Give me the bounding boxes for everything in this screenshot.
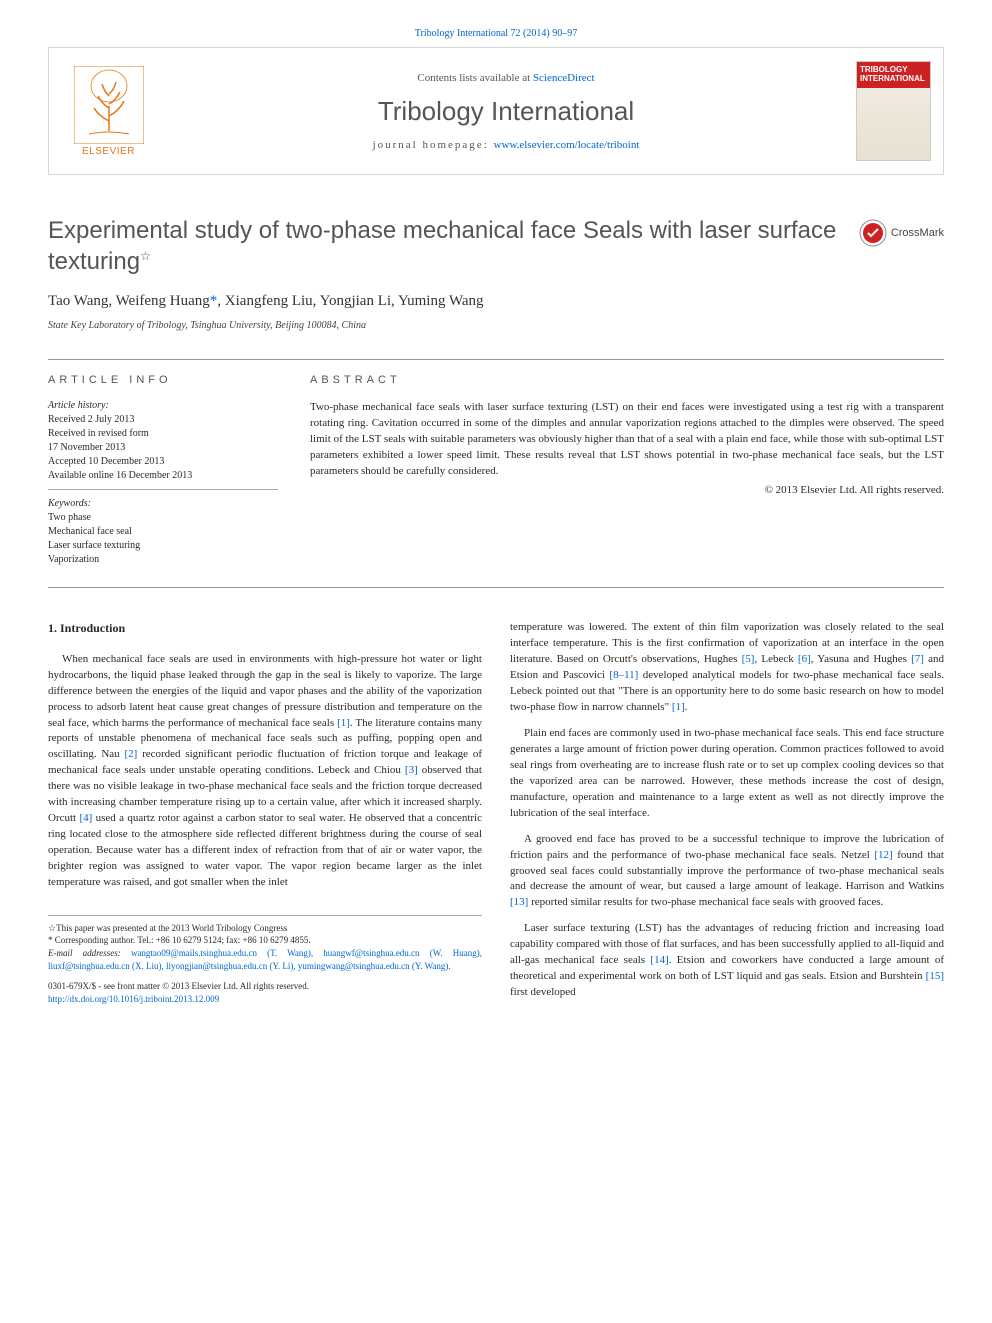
crossmark-label: CrossMark <box>891 227 944 239</box>
cover-title: TRIBOLOGY INTERNATIONAL <box>857 62 930 88</box>
header-center: Contents lists available at ScienceDirec… <box>156 72 856 151</box>
body-paragraph: Plain end faces are commonly used in two… <box>510 726 944 822</box>
keyword: Two phase <box>48 511 278 525</box>
keyword: Mechanical face seal <box>48 525 278 539</box>
history-line: Accepted 10 December 2013 <box>48 455 278 469</box>
journal-homepage: journal homepage: www.elsevier.com/locat… <box>156 139 856 151</box>
body-paragraph: Laser surface texturing (LST) has the ad… <box>510 921 944 1001</box>
keyword: Laser surface texturing <box>48 539 278 553</box>
affiliation: State Key Laboratory of Tribology, Tsing… <box>48 320 944 331</box>
publisher-name: ELSEVIER <box>82 146 135 157</box>
crossmark-icon <box>859 219 887 247</box>
section-heading: 1. Introduction <box>48 620 482 637</box>
doi-link[interactable]: http://dx.doi.org/10.1016/j.triboint.201… <box>48 994 219 1004</box>
title-row: Experimental study of two-phase mechanic… <box>48 215 944 277</box>
history-line: Received in revised form <box>48 427 278 441</box>
abstract-text: Two-phase mechanical face seals with las… <box>310 400 944 480</box>
footnote-corresponding: * Corresponding author. Tel.: +86 10 627… <box>48 934 482 947</box>
title-note: ☆ <box>140 249 151 263</box>
elsevier-tree-icon <box>74 66 144 144</box>
body-right-column: temperature was lowered. The extent of t… <box>510 620 944 1011</box>
issn-line: 0301-679X/$ - see front matter © 2013 El… <box>48 980 482 993</box>
abstract-label: ABSTRACT <box>310 374 944 386</box>
keywords-block: Two phaseMechanical face sealLaser surfa… <box>48 511 278 567</box>
history-line: Available online 16 December 2013 <box>48 469 278 483</box>
abstract: ABSTRACT Two-phase mechanical face seals… <box>310 374 944 567</box>
info-label: ARTICLE INFO <box>48 374 278 386</box>
journal-header: ELSEVIER Contents lists available at Sci… <box>48 47 944 175</box>
body-paragraph: temperature was lowered. The extent of t… <box>510 620 944 716</box>
publisher-logo: ELSEVIER <box>61 56 156 166</box>
history-label: Article history: <box>48 400 278 411</box>
title-text: Experimental study of two-phase mechanic… <box>48 217 836 275</box>
homepage-link[interactable]: www.elsevier.com/locate/triboint <box>494 139 640 151</box>
journal-name: Tribology International <box>156 96 856 127</box>
footnotes: ☆This paper was presented at the 2013 Wo… <box>48 915 482 972</box>
article-info: ARTICLE INFO Article history: Received 2… <box>48 374 278 567</box>
sciencedirect-link[interactable]: ScienceDirect <box>533 72 595 84</box>
authors-rest: , Xiangfeng Liu, Yongjian Li, Yuming Wan… <box>217 293 483 309</box>
authors-first: Tao Wang, Weifeng Huang <box>48 293 210 309</box>
contents-prefix: Contents lists available at <box>417 72 532 84</box>
history-block: Received 2 July 2013Received in revised … <box>48 413 278 490</box>
footer-bottom: 0301-679X/$ - see front matter © 2013 El… <box>48 980 482 1005</box>
keywords-label: Keywords: <box>48 498 278 509</box>
email-label: E-mail addresses: <box>48 948 131 958</box>
homepage-prefix: journal homepage: <box>373 139 494 151</box>
authors: Tao Wang, Weifeng Huang*, Xiangfeng Liu,… <box>48 293 944 310</box>
body-left-column: 1. Introduction When mechanical face sea… <box>48 620 482 1011</box>
history-line: Received 2 July 2013 <box>48 413 278 427</box>
journal-citation: Tribology International 72 (2014) 90–97 <box>48 28 944 39</box>
body-paragraph: When mechanical face seals are used in e… <box>48 652 482 891</box>
journal-cover: TRIBOLOGY INTERNATIONAL <box>856 61 931 161</box>
footnote-conference: ☆This paper was presented at the 2013 Wo… <box>48 922 482 935</box>
footnote-emails: E-mail addresses: wangtao09@mails.tsingh… <box>48 947 482 972</box>
abstract-copyright: © 2013 Elsevier Ltd. All rights reserved… <box>310 484 944 496</box>
article-title: Experimental study of two-phase mechanic… <box>48 215 839 277</box>
cover-body <box>857 88 930 160</box>
body-paragraph: A grooved end face has proved to be a su… <box>510 832 944 912</box>
keyword: Vaporization <box>48 553 278 567</box>
crossmark-badge[interactable]: CrossMark <box>859 219 944 247</box>
body-section: 1. Introduction When mechanical face sea… <box>48 620 944 1011</box>
contents-available: Contents lists available at ScienceDirec… <box>156 72 856 84</box>
info-abstract-block: ARTICLE INFO Article history: Received 2… <box>48 359 944 588</box>
history-line: 17 November 2013 <box>48 441 278 455</box>
